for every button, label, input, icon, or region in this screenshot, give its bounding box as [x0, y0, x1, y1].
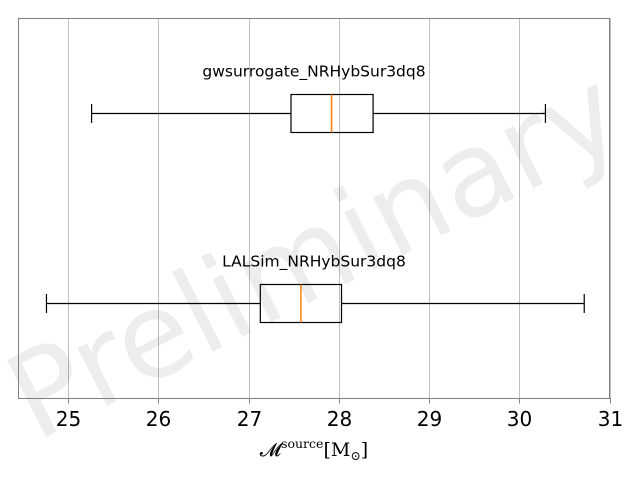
series-label: LALSim_NRHybSur3dq8 [222, 253, 406, 272]
watermark-text: Preliminary [0, 41, 640, 466]
x-tick-label: 26 [146, 407, 171, 431]
x-tick-label: 29 [417, 407, 442, 431]
x-tick-label: 30 [507, 407, 532, 431]
x-axis-label: 𝓜source[M⊙] [260, 436, 368, 463]
boxplot-group: gwsurrogate_NRHybSur3dq8 [90, 63, 547, 134]
x-axis-label-symbol: 𝓜 [260, 439, 284, 461]
x-axis-ticks: 25 26 27 28 29 30 31 [56, 398, 623, 431]
box-series: gwsurrogate_NRHybSur3dq8 LALSim_NRHybSur3… [45, 63, 585, 324]
x-tick-label: 28 [327, 407, 352, 431]
x-tick-label: 27 [237, 407, 262, 431]
x-tick-label: 31 [598, 407, 623, 431]
x-axis-label-unit-subscript: ⊙ [350, 448, 360, 463]
x-tick-label: 25 [56, 407, 81, 431]
plot-frame [18, 18, 610, 399]
grid-lines [68, 18, 611, 399]
x-axis-label-unit-close: ] [361, 439, 368, 461]
x-axis-label-superscript: source [281, 436, 323, 451]
series-label: gwsurrogate_NRHybSur3dq8 [202, 63, 425, 82]
x-axis-label-unit: [M [323, 439, 350, 461]
boxplot-group: LALSim_NRHybSur3dq8 [45, 253, 585, 324]
